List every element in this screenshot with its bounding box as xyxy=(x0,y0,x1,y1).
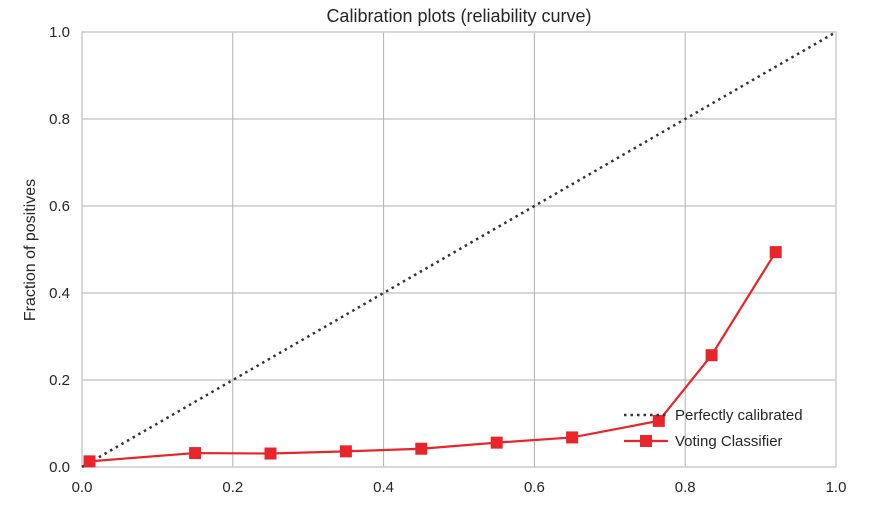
x-tick-label: 0.4 xyxy=(373,479,394,496)
legend-label: Perfectly calibrated xyxy=(675,407,803,424)
y-tick-label: 0.0 xyxy=(49,459,70,476)
x-tick-label: 1.0 xyxy=(826,479,847,496)
plot-frame xyxy=(81,31,837,468)
data-point xyxy=(490,436,503,449)
data-point xyxy=(264,447,277,460)
y-axis-label: Fraction of positives xyxy=(22,179,39,321)
legend: Perfectly calibrated Voting Classifier xyxy=(624,407,803,450)
data-point xyxy=(415,442,428,455)
y-tick-label: 0.4 xyxy=(49,285,70,302)
series-line-1 xyxy=(89,251,777,463)
data-point xyxy=(189,447,202,460)
chart-title: Calibration plots (reliability curve) xyxy=(326,6,591,26)
x-tick-label: 0.2 xyxy=(222,479,243,496)
y-tick-labels: 0.0 0.2 0.4 0.6 0.8 1.0 xyxy=(49,24,70,476)
series-layer xyxy=(81,30,837,469)
x-tick-label: 0.0 xyxy=(72,479,93,496)
x-tick-label: 0.6 xyxy=(524,479,545,496)
y-tick-label: 0.8 xyxy=(49,111,70,128)
y-tick-label: 0.2 xyxy=(49,372,70,389)
data-point xyxy=(769,246,782,259)
x-tick-label: 0.8 xyxy=(675,479,696,496)
series-line-0 xyxy=(81,30,837,469)
x-tick-labels: 0.0 0.2 0.4 0.6 0.8 1.0 xyxy=(72,479,847,496)
data-point xyxy=(652,414,665,427)
data-point xyxy=(566,431,579,444)
y-tick-label: 0.6 xyxy=(49,198,70,215)
legend-label: Voting Classifier xyxy=(675,433,783,450)
y-tick-label: 1.0 xyxy=(49,24,70,41)
data-point xyxy=(83,455,96,468)
data-point xyxy=(339,445,352,458)
legend-marker xyxy=(640,435,652,447)
data-point xyxy=(705,349,718,362)
